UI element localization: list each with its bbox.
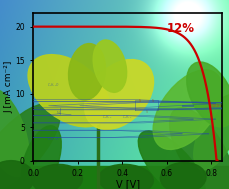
Text: $C_6H_{13}$: $C_6H_{13}$ xyxy=(122,113,132,121)
Ellipse shape xyxy=(0,88,29,176)
Ellipse shape xyxy=(194,95,229,170)
Ellipse shape xyxy=(21,126,61,189)
Text: $C_6H_{13}O$: $C_6H_{13}O$ xyxy=(46,135,59,143)
Ellipse shape xyxy=(32,164,82,189)
Text: N: N xyxy=(152,99,154,103)
Ellipse shape xyxy=(153,70,222,149)
Ellipse shape xyxy=(160,163,206,189)
X-axis label: V [V]: V [V] xyxy=(116,179,140,189)
Text: N: N xyxy=(139,99,141,103)
Ellipse shape xyxy=(28,55,109,127)
Ellipse shape xyxy=(0,103,60,189)
Ellipse shape xyxy=(0,161,34,189)
Text: COOH: COOH xyxy=(211,104,222,108)
Ellipse shape xyxy=(93,40,127,92)
Text: N: N xyxy=(56,111,59,115)
Ellipse shape xyxy=(187,62,229,127)
Text: $C_6H_{13}O$: $C_6H_{13}O$ xyxy=(46,82,59,89)
Ellipse shape xyxy=(138,131,205,189)
Text: $C_6H_{13}$: $C_6H_{13}$ xyxy=(102,113,112,121)
Ellipse shape xyxy=(85,60,154,129)
Ellipse shape xyxy=(68,43,106,100)
Bar xyxy=(0,166,229,189)
Text: 12%: 12% xyxy=(166,22,195,35)
Ellipse shape xyxy=(98,164,153,189)
Y-axis label: J [mA cm⁻²]: J [mA cm⁻²] xyxy=(5,61,14,113)
Ellipse shape xyxy=(170,108,229,189)
Text: S: S xyxy=(146,110,147,114)
